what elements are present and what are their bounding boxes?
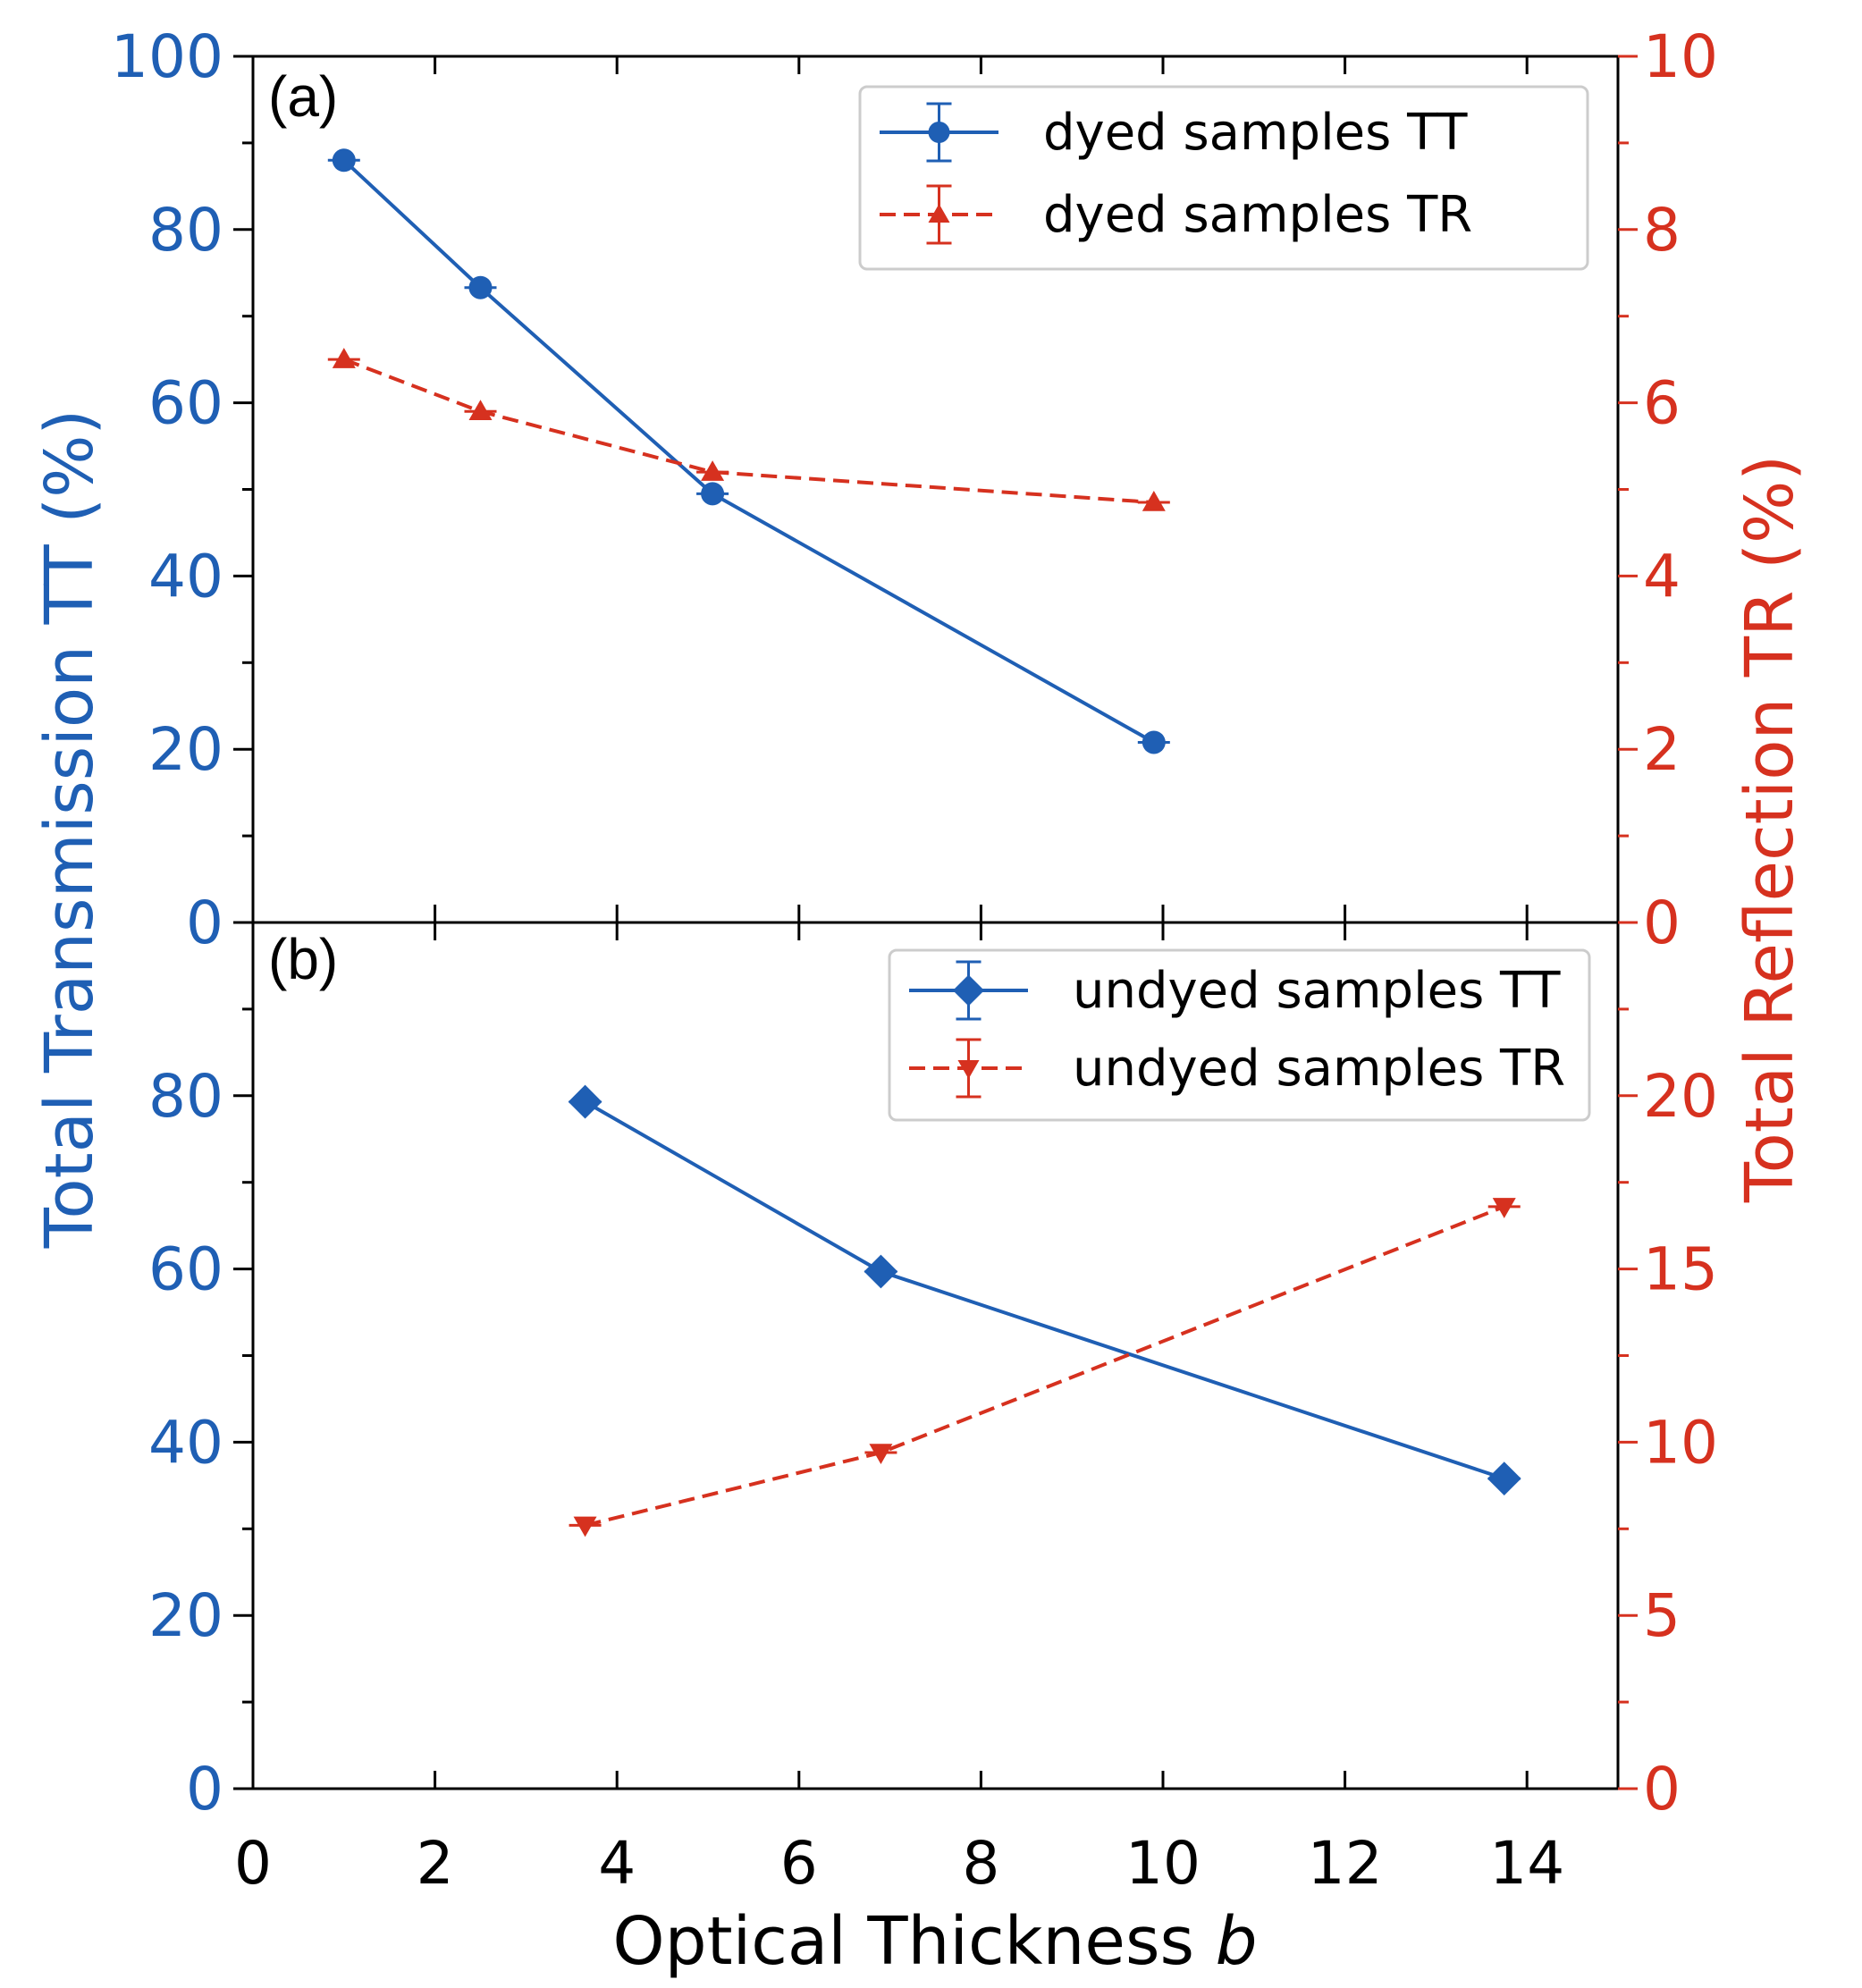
series-line — [342, 158, 1155, 745]
legend-marker — [928, 204, 950, 223]
legend-marker — [928, 122, 950, 143]
y-right-ticks: 0 5 10 15 20 — [1618, 921, 1718, 1824]
y-right-tick-label: 6 — [1643, 369, 1681, 438]
data-point — [1142, 491, 1166, 511]
y-right-tick-label: 0 — [1643, 1755, 1681, 1824]
series-line — [584, 1099, 1505, 1480]
data-point — [701, 482, 725, 506]
data-point — [701, 460, 725, 481]
y-right-tick-label: 15 — [1643, 1235, 1718, 1304]
x-tick-labels: 0 2 4 6 8 10 12 14 — [234, 1829, 1564, 1898]
y-left-ticks: 0 20 40 60 80 — [148, 921, 253, 1824]
x-axis-label-variable: b — [1216, 1903, 1258, 1980]
panel-label: (a) — [268, 64, 338, 129]
x-tick-label: 2 — [417, 1829, 454, 1898]
y-right-tick-label: 2 — [1643, 715, 1681, 784]
x-tick-label: 8 — [962, 1829, 999, 1898]
x-tick-label: 6 — [780, 1829, 818, 1898]
y-left-tick-label: 40 — [148, 542, 223, 611]
x-axis-label: Optical Thickness b — [612, 1903, 1257, 1980]
panel-b: 0 2 4 6 8 10 12 14 0 20 40 60 80 0 5 10 15 20 undyed sampl… — [148, 921, 1718, 1898]
panel-label: (b) — [268, 927, 338, 991]
series-dyed-samples-tt — [327, 148, 1170, 754]
legend-marker — [957, 1060, 980, 1079]
x-tick-label: 14 — [1489, 1829, 1564, 1898]
y-left-tick-label: 80 — [148, 196, 223, 265]
legend-entry-label: dyed samples TT — [1043, 104, 1468, 162]
data-point — [332, 348, 356, 368]
data-point — [332, 148, 356, 173]
y-left-tick-label: 100 — [111, 22, 223, 91]
data-point — [573, 1516, 597, 1537]
y-left-tick-label: 60 — [148, 369, 223, 438]
series-line — [343, 358, 1154, 505]
y-axis-label-right: Total Reflection TR (%) — [1731, 455, 1808, 1203]
y-left-tick-label: 20 — [148, 715, 223, 784]
data-point — [864, 1254, 898, 1289]
y-right-tick-label: 0 — [1643, 889, 1681, 957]
data-point — [468, 400, 493, 421]
series-undyed-samples-tt — [568, 1084, 1521, 1495]
y-right-tick-label: 5 — [1643, 1581, 1681, 1650]
series-undyed-samples-tr — [569, 1198, 1521, 1537]
x-tick-label: 10 — [1125, 1829, 1201, 1898]
y-right-tick-label: 10 — [1643, 1408, 1718, 1477]
y-axis-label-left: Total Transmission TT (%) — [31, 409, 108, 1250]
x-tick-label: 0 — [234, 1829, 272, 1898]
data-point — [468, 275, 493, 299]
data-point — [869, 1444, 893, 1465]
y-left-tick-label: 80 — [148, 1062, 223, 1131]
legend: dyed samples TT dyed samples TR — [858, 85, 1589, 271]
y-left-tick-label: 40 — [148, 1408, 223, 1477]
legend-marker — [952, 974, 985, 1007]
data-point — [1492, 1198, 1516, 1218]
y-left-tick-label: 20 — [148, 1581, 223, 1650]
x-tick-label: 12 — [1308, 1829, 1383, 1898]
data-point — [1487, 1462, 1521, 1495]
legend-entry-label: undyed samples TR — [1073, 1040, 1565, 1098]
legend-entry-label: undyed samples TT — [1073, 962, 1561, 1020]
y-left-tick-label: 60 — [148, 1235, 223, 1304]
series-line — [585, 1204, 1505, 1528]
series-dyed-samples-tr — [327, 348, 1170, 511]
x-axis-label-text: Optical Thickness — [612, 1903, 1215, 1980]
data-point — [1142, 730, 1166, 754]
x-axis-ticks — [251, 56, 1529, 922]
legend-frame — [888, 948, 1591, 1122]
y-left-tick-label: 0 — [186, 889, 223, 957]
y-left-tick-label: 0 — [186, 1755, 223, 1824]
legend-frame — [858, 85, 1589, 271]
x-tick-label: 4 — [598, 1829, 636, 1898]
y-right-tick-label: 8 — [1643, 196, 1681, 265]
data-point — [568, 1084, 602, 1119]
y-right-ticks: 0 2 4 6 8 10 — [1618, 22, 1718, 957]
y-left-ticks: 0 20 40 60 80 100 — [111, 22, 253, 957]
legend: undyed samples TT undyed samples TR — [888, 948, 1591, 1122]
y-right-tick-label: 10 — [1643, 22, 1718, 91]
x-axis-ticks — [251, 922, 1529, 1789]
legend-entry-label: dyed samples TR — [1043, 186, 1472, 244]
y-right-tick-label: 4 — [1643, 542, 1681, 611]
y-right-tick-label: 20 — [1643, 1062, 1718, 1131]
